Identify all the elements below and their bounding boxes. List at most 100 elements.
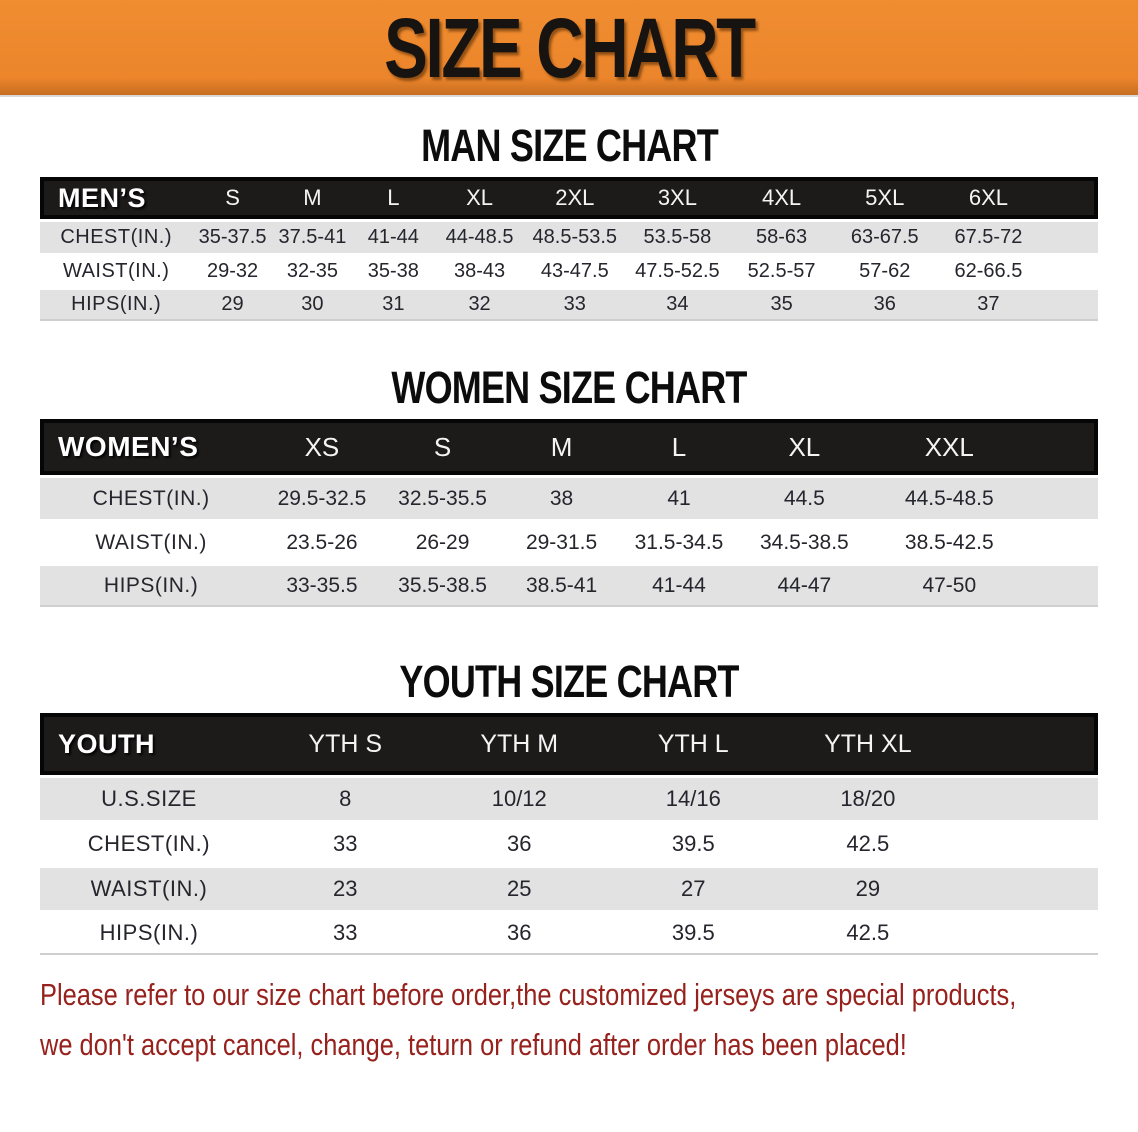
table-cell: 44-47 bbox=[738, 563, 871, 607]
youth-size-chart-heading: YOUTH SIZE CHART bbox=[0, 659, 1138, 713]
youth-size-table: YOUTH YTH S YTH M YTH L YTH XL U.S.SIZE … bbox=[40, 713, 1098, 955]
table-header-row: MEN’S S M L XL 2XL 3XL 4XL 5XL 6XL bbox=[40, 177, 1098, 219]
table-cell: 38.5-42.5 bbox=[870, 519, 1029, 563]
table-cell: 38 bbox=[503, 475, 620, 519]
column-header-empty bbox=[1040, 177, 1098, 219]
disclaimer-text: Please refer to our size chart before or… bbox=[40, 973, 1138, 1073]
table-cell: 31.5-34.5 bbox=[619, 519, 739, 563]
table-cell: 29 bbox=[780, 865, 956, 910]
table-cell: 57-62 bbox=[833, 253, 937, 287]
row-label: HIPS(IN.) bbox=[40, 910, 258, 955]
column-header: 3XL bbox=[625, 177, 730, 219]
table-group-label: WOMEN’S bbox=[40, 419, 263, 475]
table-cell: 23.5-26 bbox=[262, 519, 382, 563]
column-header: XXL bbox=[870, 419, 1029, 475]
men-size-table: MEN’S S M L XL 2XL 3XL 4XL 5XL 6XL CHEST… bbox=[40, 177, 1098, 321]
column-header: L bbox=[352, 177, 435, 219]
table-cell: 23 bbox=[257, 865, 433, 910]
column-header: S bbox=[381, 419, 504, 475]
table-cell: 30 bbox=[272, 287, 353, 321]
women-size-chart-heading-text: WOMEN SIZE CHART bbox=[391, 362, 747, 413]
table-cell-empty bbox=[955, 865, 1098, 910]
table-cell: 25 bbox=[432, 865, 606, 910]
table-cell: 29-32 bbox=[192, 253, 273, 287]
table-cell: 44.5-48.5 bbox=[870, 475, 1029, 519]
table-cell-empty bbox=[955, 775, 1098, 820]
row-label: U.S.SIZE bbox=[40, 775, 258, 820]
disclaimer-line-2: we don't accept cancel, change, teturn o… bbox=[40, 1027, 907, 1062]
table-cell: 14/16 bbox=[606, 775, 781, 820]
table-cell: 32-35 bbox=[272, 253, 353, 287]
table-row: CHEST(IN.) 35-37.5 37.5-41 41-44 44-48.5… bbox=[40, 219, 1098, 253]
table-cell-empty bbox=[955, 820, 1098, 865]
column-header: M bbox=[272, 177, 353, 219]
size-chart-title: SIZE CHART bbox=[384, 0, 756, 95]
table-cell-empty bbox=[1028, 563, 1098, 607]
table-cell: 48.5-53.5 bbox=[524, 219, 626, 253]
table-cell: 47-50 bbox=[870, 563, 1029, 607]
table-cell: 39.5 bbox=[606, 820, 781, 865]
column-header: YTH S bbox=[257, 713, 433, 775]
table-cell: 67.5-72 bbox=[936, 219, 1041, 253]
table-cell: 38-43 bbox=[434, 253, 525, 287]
column-header: XS bbox=[262, 419, 382, 475]
row-label: WAIST(IN.) bbox=[40, 253, 193, 287]
table-cell: 33 bbox=[257, 820, 433, 865]
table-row: CHEST(IN.) 33 36 39.5 42.5 bbox=[40, 820, 1098, 865]
column-header-empty bbox=[955, 713, 1098, 775]
row-label: CHEST(IN.) bbox=[40, 820, 258, 865]
table-cell: 29.5-32.5 bbox=[262, 475, 382, 519]
row-label: WAIST(IN.) bbox=[40, 865, 258, 910]
table-cell: 52.5-57 bbox=[729, 253, 834, 287]
column-header: 6XL bbox=[936, 177, 1041, 219]
row-label: CHEST(IN.) bbox=[40, 475, 263, 519]
table-cell-empty bbox=[955, 910, 1098, 955]
table-cell-empty bbox=[1040, 219, 1098, 253]
table-cell: 29-31.5 bbox=[503, 519, 620, 563]
table-cell: 53.5-58 bbox=[625, 219, 730, 253]
disclaimer-line-1: Please refer to our size chart before or… bbox=[40, 977, 1017, 1012]
table-cell: 41-44 bbox=[352, 219, 435, 253]
column-header: YTH XL bbox=[780, 713, 956, 775]
table-cell: 41 bbox=[619, 475, 739, 519]
table-cell: 44.5 bbox=[738, 475, 871, 519]
table-group-label: YOUTH bbox=[40, 713, 258, 775]
table-cell: 41-44 bbox=[619, 563, 739, 607]
column-header: L bbox=[619, 419, 739, 475]
table-row: HIPS(IN.) 33-35.5 35.5-38.5 38.5-41 41-4… bbox=[40, 563, 1098, 607]
table-cell: 62-66.5 bbox=[936, 253, 1041, 287]
column-header-empty bbox=[1028, 419, 1098, 475]
column-header: XL bbox=[434, 177, 525, 219]
table-cell: 36 bbox=[432, 910, 606, 955]
table-cell: 36 bbox=[833, 287, 937, 321]
table-row: WAIST(IN.) 23.5-26 26-29 29-31.5 31.5-34… bbox=[40, 519, 1098, 563]
table-cell: 42.5 bbox=[780, 820, 956, 865]
table-row: U.S.SIZE 8 10/12 14/16 18/20 bbox=[40, 775, 1098, 820]
man-size-chart-heading: MAN SIZE CHART bbox=[0, 123, 1138, 177]
row-label: WAIST(IN.) bbox=[40, 519, 263, 563]
table-cell: 33 bbox=[257, 910, 433, 955]
table-row: HIPS(IN.) 33 36 39.5 42.5 bbox=[40, 910, 1098, 955]
table-cell: 35-38 bbox=[352, 253, 435, 287]
table-cell: 34.5-38.5 bbox=[738, 519, 871, 563]
table-cell: 32 bbox=[434, 287, 525, 321]
table-cell: 35 bbox=[729, 287, 834, 321]
table-group-label: MEN’S bbox=[40, 177, 193, 219]
table-cell: 38.5-41 bbox=[503, 563, 620, 607]
table-cell: 32.5-35.5 bbox=[381, 475, 504, 519]
table-header-row: WOMEN’S XS S M L XL XXL bbox=[40, 419, 1098, 475]
women-size-chart-heading: WOMEN SIZE CHART bbox=[0, 365, 1138, 419]
table-cell-empty bbox=[1028, 475, 1098, 519]
table-cell: 43-47.5 bbox=[524, 253, 626, 287]
youth-size-chart-heading-text: YOUTH SIZE CHART bbox=[399, 656, 739, 707]
table-cell: 37.5-41 bbox=[272, 219, 353, 253]
column-header: S bbox=[192, 177, 273, 219]
table-cell: 47.5-52.5 bbox=[625, 253, 730, 287]
row-label: HIPS(IN.) bbox=[40, 287, 193, 321]
table-cell: 44-48.5 bbox=[434, 219, 525, 253]
table-cell: 34 bbox=[625, 287, 730, 321]
column-header: YTH L bbox=[606, 713, 781, 775]
table-cell-empty bbox=[1040, 287, 1098, 321]
table-cell: 31 bbox=[352, 287, 435, 321]
table-cell: 35-37.5 bbox=[192, 219, 273, 253]
